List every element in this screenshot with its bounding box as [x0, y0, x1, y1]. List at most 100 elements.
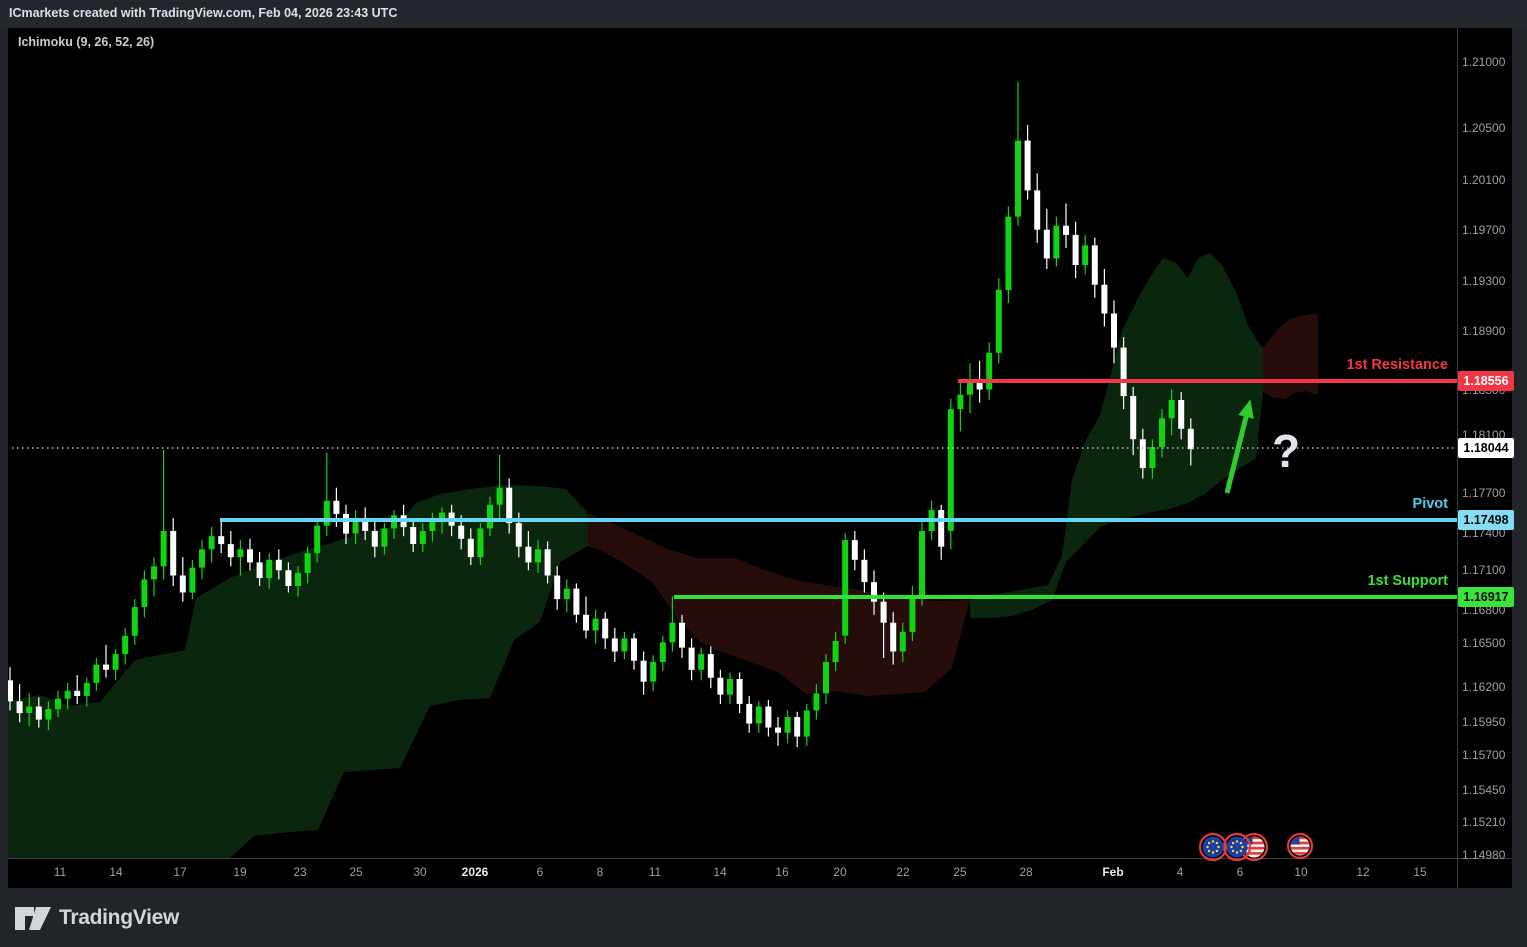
economic-events-row — [1198, 832, 1314, 862]
candle — [679, 614, 685, 658]
candle — [1159, 409, 1165, 458]
price-tick-label: 1.14980 — [1462, 848, 1506, 862]
candle — [899, 622, 906, 662]
candle — [429, 512, 436, 542]
candle — [1024, 124, 1031, 200]
price-tick-label: 1.15450 — [1462, 783, 1506, 797]
candle — [419, 523, 426, 552]
candle — [1168, 389, 1175, 436]
candle — [112, 648, 119, 681]
candle — [1091, 237, 1098, 298]
candle — [1072, 221, 1079, 279]
candle — [611, 627, 618, 662]
candle — [304, 546, 311, 584]
candle — [659, 635, 666, 672]
watermark-titlebar: ICmarkets created with TradingView.com, … — [0, 0, 1527, 28]
candle — [803, 703, 810, 746]
candle — [573, 583, 580, 623]
current-price-badge: 1.18044 — [1458, 438, 1514, 458]
candle — [938, 504, 945, 560]
time-tick-label: 8 — [596, 865, 604, 879]
time-tick-label: 23 — [293, 865, 307, 879]
candle — [765, 700, 772, 737]
time-tick-label: 22 — [896, 865, 910, 879]
tradingview-brand-text[interactable]: TradingView — [59, 906, 180, 929]
candle — [544, 541, 551, 584]
time-tick-label: 25 — [953, 865, 967, 879]
resistance-label[interactable]: 1st Resistance — [1346, 357, 1448, 373]
price-tick-label: 1.16200 — [1462, 680, 1506, 694]
candle — [717, 669, 724, 704]
time-tick-label: 17 — [173, 865, 187, 879]
time-tick-label: 20 — [833, 865, 847, 879]
economic-event-flag-eu[interactable] — [1222, 832, 1252, 862]
support-label[interactable]: 1st Support — [1367, 573, 1448, 589]
price-axis[interactable]: 1.14980 1.15210 1.15450 1.15700 1.15950 1.162… — [1457, 28, 1514, 862]
price-tick-label: 1.21000 — [1462, 55, 1506, 69]
candle — [1063, 203, 1069, 248]
candle — [698, 647, 705, 681]
candle — [295, 566, 301, 597]
candle — [64, 682, 71, 710]
candle — [35, 697, 42, 728]
footer: TradingView — [14, 900, 179, 936]
economic-event-flag-us[interactable] — [1286, 832, 1314, 860]
time-tick-label: Feb — [1102, 865, 1124, 879]
candle — [352, 510, 359, 545]
price-tick-label: 1.15210 — [1462, 815, 1506, 829]
price-tick-label: 1.19300 — [1462, 274, 1506, 288]
candle — [554, 566, 561, 610]
time-tick-label: 6 — [1236, 865, 1244, 879]
time-tick-label: 15 — [1413, 865, 1427, 879]
candle — [727, 672, 733, 704]
price-tick-label: 1.17100 — [1462, 563, 1506, 577]
candle — [535, 540, 541, 573]
candle — [496, 455, 503, 521]
up-arrow-annotation[interactable] — [1224, 399, 1254, 494]
candle — [83, 677, 90, 707]
tradingview-logo-icon[interactable] — [14, 904, 52, 932]
candle — [477, 523, 484, 565]
candle — [842, 533, 849, 644]
candle — [1111, 300, 1117, 364]
time-tick-label: 6 — [536, 865, 544, 879]
candle — [784, 710, 791, 744]
watermark-text: ICmarkets created with TradingView.com, … — [9, 6, 398, 20]
time-tick-label: 19 — [233, 865, 247, 879]
pivot-label[interactable]: Pivot — [1412, 496, 1448, 512]
candle — [362, 507, 369, 541]
candle — [275, 549, 282, 580]
candle — [650, 655, 657, 691]
candle — [199, 540, 205, 580]
candle — [1043, 208, 1050, 269]
candle — [141, 570, 148, 618]
candle — [621, 631, 628, 660]
candle — [823, 654, 829, 704]
time-tick-label: 28 — [1019, 865, 1033, 879]
candle — [1101, 269, 1108, 327]
candle — [919, 520, 925, 606]
support-badge: 1.16917 — [1458, 587, 1514, 607]
candle — [602, 612, 609, 649]
chart-canvas[interactable] — [8, 28, 1457, 858]
ichimoku-cloud-green — [970, 253, 1263, 618]
candle — [775, 717, 781, 746]
economic-event-flag-eu[interactable] — [1198, 832, 1228, 862]
candle — [285, 562, 292, 593]
time-tick-label: 10 — [1294, 865, 1308, 879]
candle — [410, 517, 417, 552]
price-tick-label: 1.16500 — [1462, 636, 1506, 650]
question-mark-annotation: ? — [1272, 425, 1301, 477]
candle — [640, 651, 647, 695]
candle — [227, 531, 234, 567]
time-axis[interactable]: 11 14 17 19 23 25 30 2026 6 8 11 14 16 20 22 25 28 Feb 4 6 1… — [8, 858, 1457, 888]
candle — [8, 667, 13, 711]
time-tick-label: 16 — [775, 865, 789, 879]
candle — [55, 690, 61, 717]
candle — [1120, 337, 1127, 410]
candle — [189, 559, 196, 600]
time-axis-divider — [8, 858, 1512, 859]
candle — [122, 627, 129, 665]
candle — [170, 517, 177, 586]
candle — [851, 531, 858, 571]
